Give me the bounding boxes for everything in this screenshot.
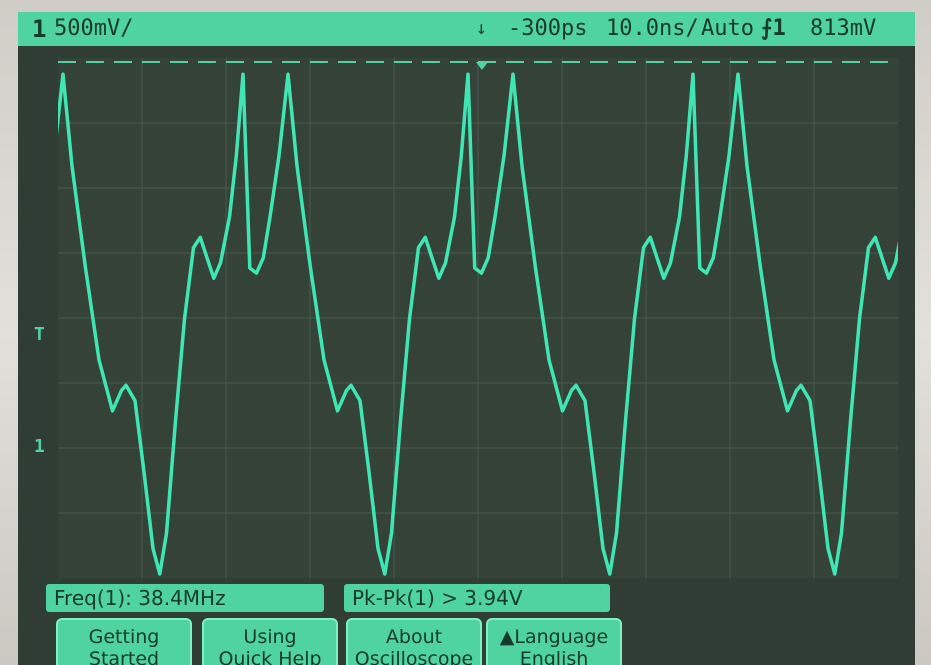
about-oscilloscope-softkey[interactable]: About Oscilloscope [346, 618, 482, 665]
trigger-time-marker: T [34, 324, 45, 345]
softkey-label-line1: Getting [88, 626, 160, 648]
trigger-level-value: 813 [810, 16, 850, 41]
waveform-svg [58, 58, 898, 578]
softkey-label-line2: English [519, 648, 589, 665]
frequency-measurement: Freq(1): 38.4MHz [46, 584, 324, 612]
peak-to-peak-measurement: Pk-Pk(1) > 3.94V [344, 584, 610, 612]
softkey-label-line2: Oscilloscope [354, 648, 474, 665]
softkey-label-line1: ▲Language [499, 626, 609, 648]
softkey-label-line2: Started [88, 648, 160, 665]
volts-value: 500 [54, 16, 94, 41]
delay-unit: ps [560, 16, 588, 41]
trigger-position-icon: ↓ [476, 18, 487, 39]
delay-value: -300 [508, 16, 561, 41]
status-bar: 1 500mV/ ↓ -300ps 10.0ns/ Auto ⨍1 813mV [18, 12, 915, 46]
trigger-position-marker [476, 62, 488, 70]
volts-per-div[interactable]: 500mV/ [54, 12, 134, 46]
softkey-label-line1: About [385, 626, 443, 648]
channel-number: 1 [32, 15, 47, 43]
trigger-level[interactable]: 813mV [810, 12, 876, 46]
trigger-edge-icon: ⨍1 [761, 16, 786, 41]
volts-unit: mV/ [93, 16, 134, 41]
ground-level-marker: 1 [34, 436, 45, 457]
trigger-level-unit: mV [849, 16, 877, 41]
oscilloscope-screen: 1 500mV/ ↓ -300ps 10.0ns/ Auto ⨍1 813mV … [18, 12, 915, 665]
channel-1-trace [58, 72, 898, 576]
timebase-value: 10.0 [606, 16, 659, 41]
horizontal-delay[interactable]: -300ps [508, 12, 587, 46]
waveform-display [58, 58, 898, 578]
timebase-unit: ns/ [658, 16, 699, 41]
using-quick-help-softkey[interactable]: Using Quick Help [202, 618, 338, 665]
softkey-label-line2: Quick Help [218, 648, 322, 665]
language-softkey[interactable]: ▲Language English [486, 618, 622, 665]
trigger-mode[interactable]: Auto [701, 16, 754, 41]
getting-started-softkey[interactable]: Getting Started [56, 618, 192, 665]
softkey-label-line1: Using [243, 626, 297, 648]
timebase[interactable]: 10.0ns/ [606, 12, 699, 46]
